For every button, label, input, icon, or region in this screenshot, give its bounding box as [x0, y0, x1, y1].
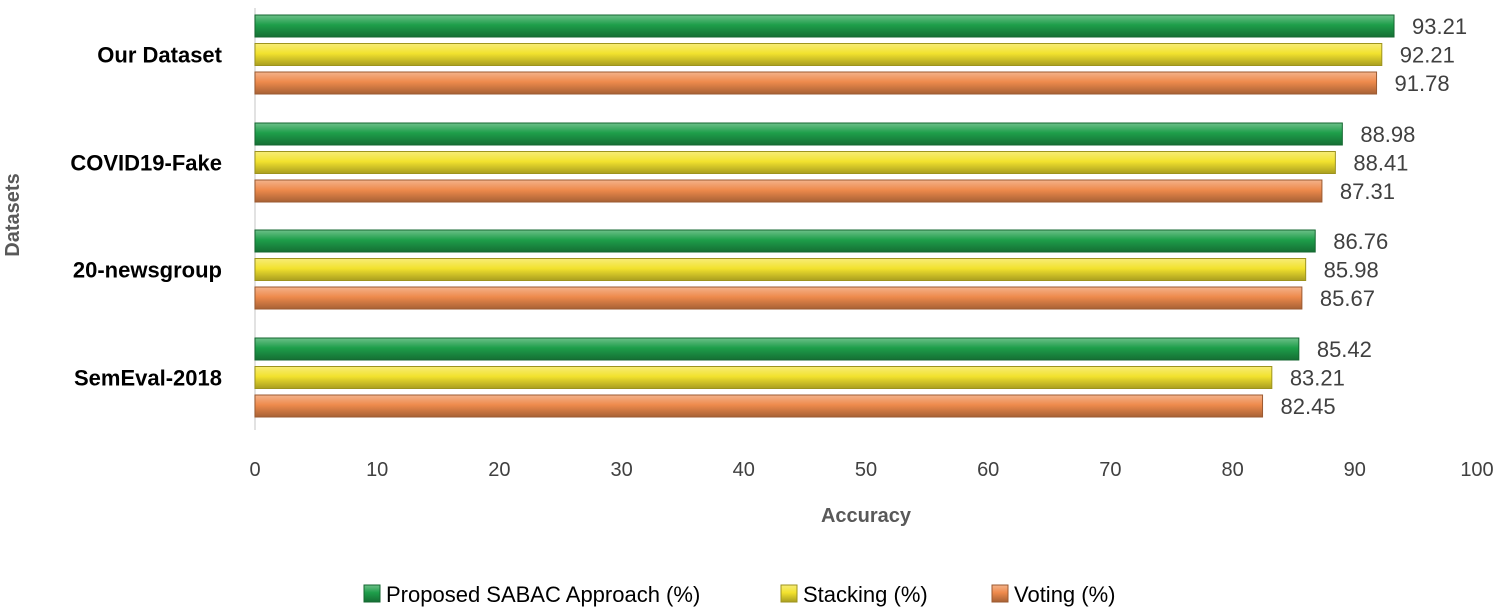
x-tick-label: 20	[488, 459, 510, 481]
x-tick-label: 30	[610, 459, 632, 481]
data-label: 92.21	[1400, 43, 1455, 68]
data-label: 85.42	[1317, 337, 1372, 362]
category-label: COVID19-Fake	[70, 151, 222, 176]
bar	[254, 258, 1307, 281]
data-labels: 93.21 92.21 91.78 88.98 88.41 87.31 86.76 85.98…	[1281, 14, 1468, 419]
legend-label: Proposed SABAC Approach (%)	[386, 582, 700, 607]
x-tick-label: 90	[1344, 459, 1366, 481]
x-tick-label: 40	[733, 459, 755, 481]
bar	[254, 286, 1303, 310]
data-label: 91.78	[1395, 71, 1450, 96]
bar	[254, 151, 1336, 174]
data-label: 85.98	[1324, 258, 1379, 283]
bar	[254, 14, 1395, 38]
category-labels: Our Dataset COVID19-Fake 20-newsgroup SemEv…	[70, 43, 222, 391]
data-label: 85.67	[1320, 286, 1375, 311]
y-axis-title: Datasets	[2, 173, 24, 256]
bar	[254, 229, 1316, 253]
category-label: Our Dataset	[97, 43, 222, 68]
x-tick-labels: 0 10 20 30 40 50 60 70 80 90 100	[249, 459, 1493, 481]
legend-label: Voting (%)	[1014, 582, 1116, 607]
x-axis-title: Accuracy	[821, 505, 912, 527]
x-tick-label: 70	[1099, 459, 1121, 481]
legend-swatch	[363, 584, 381, 603]
category-label: SemEval-2018	[74, 366, 222, 391]
data-label: 88.98	[1360, 122, 1415, 147]
bar	[254, 122, 1343, 146]
x-tick-label: 50	[855, 459, 877, 481]
legend-swatch	[991, 584, 1009, 603]
bar	[254, 43, 1383, 66]
data-label: 82.45	[1281, 394, 1336, 419]
x-tick-label: 0	[249, 459, 260, 481]
category-label: 20-newsgroup	[73, 258, 222, 283]
bar	[254, 71, 1378, 95]
x-tick-label: 80	[1221, 459, 1243, 481]
legend-label: Stacking (%)	[803, 582, 928, 607]
legend-swatch	[780, 584, 798, 603]
x-tick-label: 100	[1460, 459, 1493, 481]
bar	[254, 337, 1300, 361]
x-tick-label: 60	[977, 459, 999, 481]
legend: Proposed SABAC Approach (%) Stacking (%) V…	[363, 582, 1116, 607]
data-label: 83.21	[1290, 366, 1345, 391]
x-tick-label: 10	[366, 459, 388, 481]
bars	[254, 14, 1395, 418]
data-label: 93.21	[1412, 14, 1467, 39]
bar	[254, 179, 1323, 203]
data-label: 87.31	[1340, 179, 1395, 204]
bar	[254, 366, 1273, 389]
data-label: 88.41	[1353, 151, 1408, 176]
data-label: 86.76	[1333, 229, 1388, 254]
bar	[254, 394, 1264, 418]
